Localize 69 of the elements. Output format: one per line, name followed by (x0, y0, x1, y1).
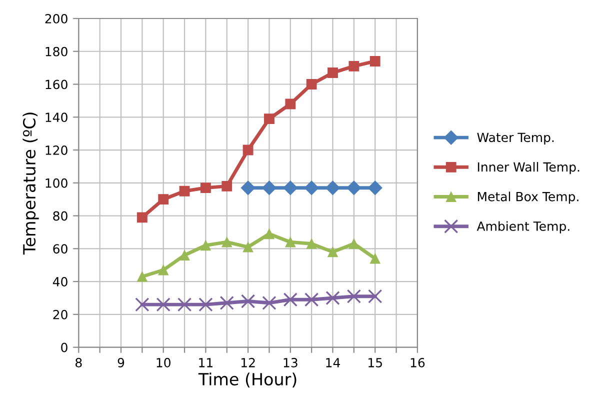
x-tick-label: 10 (156, 358, 170, 368)
point (242, 242, 254, 252)
point (179, 250, 190, 260)
point (158, 194, 169, 205)
point (304, 292, 319, 307)
y-tick-label: 180 (46, 46, 68, 56)
point (328, 68, 338, 78)
x-tick-label: 9 (118, 358, 124, 368)
point (220, 296, 234, 310)
point (326, 290, 340, 306)
legend-label: Ambient Temp. (476, 221, 570, 234)
point (368, 180, 382, 196)
point (328, 246, 338, 258)
y-tick-label: 100 (46, 178, 68, 188)
x-tick-label: 8 (76, 358, 82, 368)
y-tick-label: 200 (45, 14, 68, 24)
x-axis-title: Time (Hour) (198, 372, 296, 388)
point (346, 180, 362, 196)
point (346, 289, 362, 304)
point (306, 79, 317, 90)
point (348, 60, 360, 72)
point (264, 228, 274, 240)
y-tick-label: 0 (61, 342, 68, 352)
y-tick-label: 140 (46, 112, 68, 122)
point (222, 236, 232, 248)
y-axis-title: Temperature (ºC) (22, 112, 39, 255)
point (262, 296, 276, 310)
x-tick-label: 15 (368, 358, 382, 368)
y-tick-label: 20 (53, 310, 68, 320)
point (136, 271, 148, 282)
point (368, 289, 382, 304)
point (262, 180, 276, 196)
x-tick-label: 11 (199, 358, 212, 368)
point (348, 238, 360, 249)
point (198, 297, 213, 312)
x-tick-label: 16 (410, 358, 425, 368)
point (136, 212, 148, 223)
point (158, 264, 169, 276)
point (306, 238, 317, 249)
point (200, 240, 211, 251)
point (304, 180, 319, 196)
point (200, 182, 211, 194)
x-tick-label: 14 (326, 358, 340, 368)
y-tick-label: 80 (53, 211, 68, 221)
legend-label: Water Temp. (477, 132, 554, 145)
y-tick-label: 60 (53, 244, 68, 254)
point (242, 144, 254, 156)
y-tick-label: 160 (46, 80, 68, 90)
point (285, 98, 296, 110)
point (156, 297, 170, 312)
legend-label: Metal Box Temp. (478, 192, 578, 204)
x-tick-label: 12 (241, 358, 255, 368)
point (179, 186, 190, 196)
y-tick-label: 120 (46, 145, 68, 155)
point (264, 114, 274, 124)
point (285, 236, 296, 248)
point (240, 294, 256, 308)
x-tick-label: 13 (284, 358, 298, 368)
legend-label: Inner Wall Temp. (478, 162, 580, 174)
point (177, 297, 192, 312)
point (222, 180, 232, 192)
point (240, 180, 256, 196)
point (370, 56, 380, 66)
point (326, 180, 340, 196)
y-tick-label: 40 (52, 277, 68, 286)
point (283, 180, 298, 196)
point (135, 297, 150, 312)
point (370, 253, 380, 264)
point (283, 292, 298, 307)
